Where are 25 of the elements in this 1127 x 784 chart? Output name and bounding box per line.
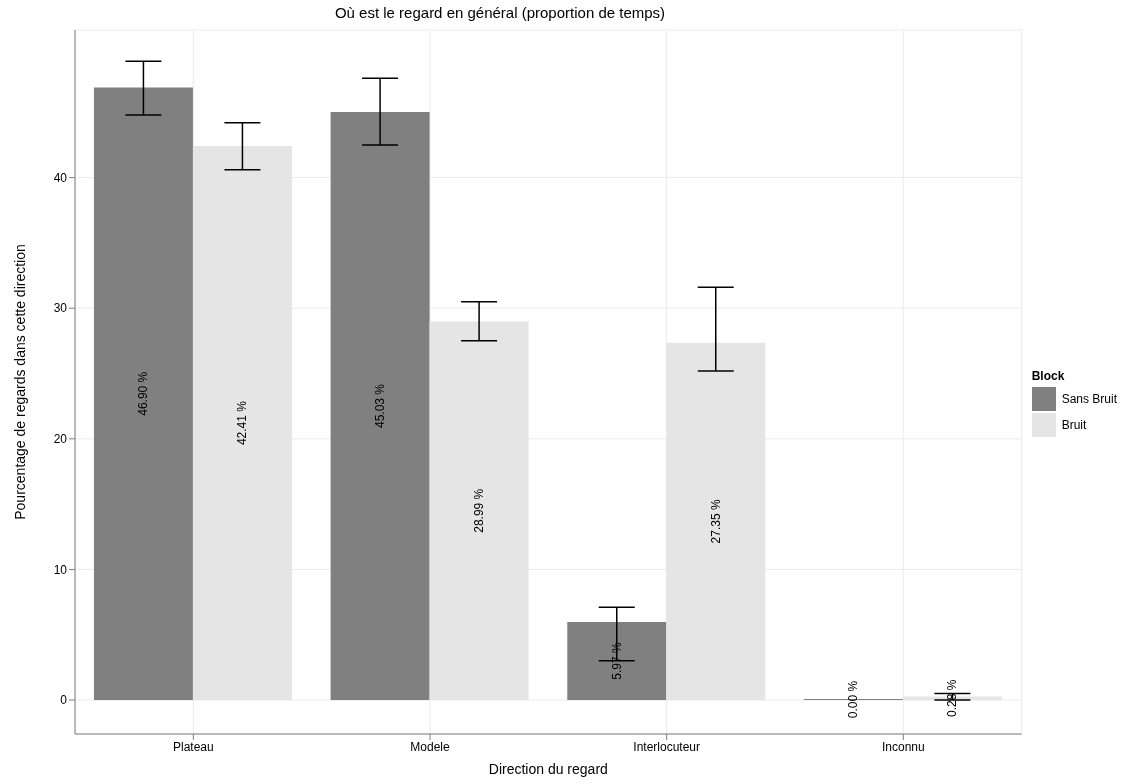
y-axis-title: Pourcentage de regards dans cette direction — [11, 244, 28, 520]
data-label: 45.03 % — [373, 383, 388, 428]
data-label: 28.99 % — [472, 488, 487, 533]
y-tick-label: 10 — [53, 562, 68, 577]
x-tick-label: Plateau — [172, 739, 214, 754]
bar — [330, 111, 430, 701]
y-tick-label: 0 — [60, 693, 68, 708]
data-label: 46.90 % — [136, 371, 151, 416]
bar — [567, 622, 667, 701]
bar — [93, 87, 193, 701]
data-label: 27.35 % — [708, 499, 723, 544]
x-tick-label: Interlocuteur — [633, 739, 701, 754]
y-tick-label: 40 — [53, 170, 68, 185]
data-label: 42.41 % — [235, 400, 250, 446]
y-tick-label: 30 — [53, 301, 68, 316]
data-label: 0.28 % — [945, 679, 960, 717]
x-tick-label: Modele — [410, 739, 450, 754]
data-label: 0.00 % — [846, 680, 861, 719]
legend-title: Block — [1031, 369, 1066, 383]
chart-title: Où est le regard en général (proportion de temps) — [333, 4, 667, 21]
legend-label: Bruit — [1061, 418, 1087, 432]
x-tick-label: Inconnu — [881, 739, 925, 754]
y-tick-label: 20 — [53, 432, 68, 447]
x-axis-title: Direction du regard — [488, 761, 608, 777]
legend-label: Sans Bruit — [1061, 392, 1117, 406]
